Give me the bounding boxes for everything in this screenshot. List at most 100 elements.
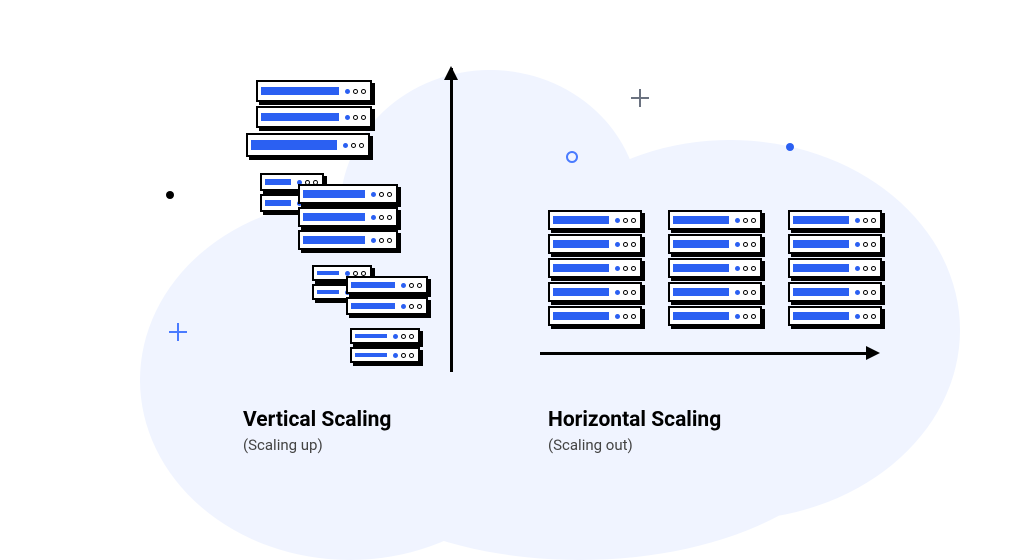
- server-led-icon: [631, 290, 636, 295]
- server-led-icon: [615, 218, 620, 223]
- server-led-icon: [623, 314, 628, 319]
- server-unit: [298, 230, 398, 250]
- server-led-icon: [855, 242, 860, 247]
- server-led-icon: [387, 215, 392, 220]
- server-led-icon: [361, 271, 366, 276]
- server-unit: [548, 282, 642, 302]
- server-led-icon: [393, 353, 398, 358]
- server-unit: [788, 282, 882, 302]
- server-led-icon: [751, 242, 756, 247]
- server-led-icon: [735, 290, 740, 295]
- server-led-icon: [871, 266, 876, 271]
- server-led-icon: [371, 215, 376, 220]
- server-unit: [668, 282, 762, 302]
- server-led-icon: [855, 218, 860, 223]
- horizontal-subtitle: (Scaling out): [548, 436, 633, 454]
- server-led-icon: [379, 192, 384, 197]
- server-unit: [548, 210, 642, 230]
- server-unit: [346, 297, 428, 315]
- server-led-icon: [735, 266, 740, 271]
- server-led-icon: [751, 290, 756, 295]
- server-led-icon: [743, 242, 748, 247]
- server-led-icon: [409, 304, 414, 309]
- server-led-icon: [353, 271, 358, 276]
- server-led-icon: [409, 334, 414, 339]
- server-unit: [298, 207, 398, 227]
- server-led-icon: [631, 266, 636, 271]
- horizontal-title: Horizontal Scaling: [548, 408, 721, 432]
- server-led-icon: [743, 218, 748, 223]
- dot-blue-icon: [786, 143, 794, 151]
- server-led-icon: [623, 242, 628, 247]
- server-unit: [788, 210, 882, 230]
- server-led-icon: [417, 283, 422, 288]
- server-led-icon: [871, 314, 876, 319]
- server-unit: [346, 276, 428, 294]
- plus-blue-icon: [177, 323, 179, 341]
- server-unit: [298, 184, 398, 204]
- server-unit: [256, 80, 372, 102]
- server-led-icon: [751, 266, 756, 271]
- server-led-icon: [863, 218, 868, 223]
- server-led-icon: [855, 266, 860, 271]
- server-led-icon: [743, 314, 748, 319]
- plus-gray-icon: [639, 89, 641, 107]
- server-led-icon: [387, 192, 392, 197]
- server-led-icon: [735, 314, 740, 319]
- server-led-icon: [401, 334, 406, 339]
- server-led-icon: [393, 334, 398, 339]
- server-led-icon: [863, 314, 868, 319]
- server-led-icon: [735, 242, 740, 247]
- server-led-icon: [751, 218, 756, 223]
- server-unit: [246, 133, 370, 157]
- vertical-subtitle: (Scaling up): [243, 436, 323, 454]
- server-led-icon: [371, 238, 376, 243]
- server-unit: [350, 328, 420, 344]
- server-led-icon: [343, 143, 348, 148]
- server-led-icon: [615, 242, 620, 247]
- server-led-icon: [623, 218, 628, 223]
- server-led-icon: [855, 314, 860, 319]
- server-led-icon: [615, 290, 620, 295]
- server-led-icon: [353, 115, 358, 120]
- server-unit: [668, 210, 762, 230]
- server-led-icon: [735, 218, 740, 223]
- server-led-icon: [871, 290, 876, 295]
- server-led-icon: [615, 314, 620, 319]
- server-unit: [256, 106, 372, 128]
- server-led-icon: [623, 266, 628, 271]
- server-led-icon: [751, 314, 756, 319]
- server-led-icon: [743, 290, 748, 295]
- server-led-icon: [371, 192, 376, 197]
- server-led-icon: [871, 218, 876, 223]
- server-unit: [788, 258, 882, 278]
- server-led-icon: [345, 89, 350, 94]
- server-led-icon: [863, 242, 868, 247]
- server-led-icon: [351, 143, 356, 148]
- server-led-icon: [863, 290, 868, 295]
- server-led-icon: [863, 266, 868, 271]
- vertical-title: Vertical Scaling: [243, 408, 391, 432]
- server-led-icon: [631, 218, 636, 223]
- server-unit: [548, 258, 642, 278]
- server-led-icon: [743, 266, 748, 271]
- server-led-icon: [361, 115, 366, 120]
- server-led-icon: [387, 238, 392, 243]
- server-led-icon: [345, 271, 350, 276]
- server-unit: [788, 234, 882, 254]
- server-led-icon: [409, 353, 414, 358]
- server-unit: [668, 306, 762, 326]
- server-unit: [668, 234, 762, 254]
- server-unit: [548, 234, 642, 254]
- vertical-arrow-line: [450, 68, 453, 372]
- server-led-icon: [615, 266, 620, 271]
- server-unit: [350, 347, 420, 363]
- server-led-icon: [361, 89, 366, 94]
- server-led-icon: [379, 238, 384, 243]
- server-unit: [668, 258, 762, 278]
- server-led-icon: [353, 89, 358, 94]
- horizontal-arrow-head-icon: [866, 346, 880, 360]
- circle-blue-icon: [566, 151, 578, 163]
- server-led-icon: [623, 290, 628, 295]
- server-led-icon: [871, 242, 876, 247]
